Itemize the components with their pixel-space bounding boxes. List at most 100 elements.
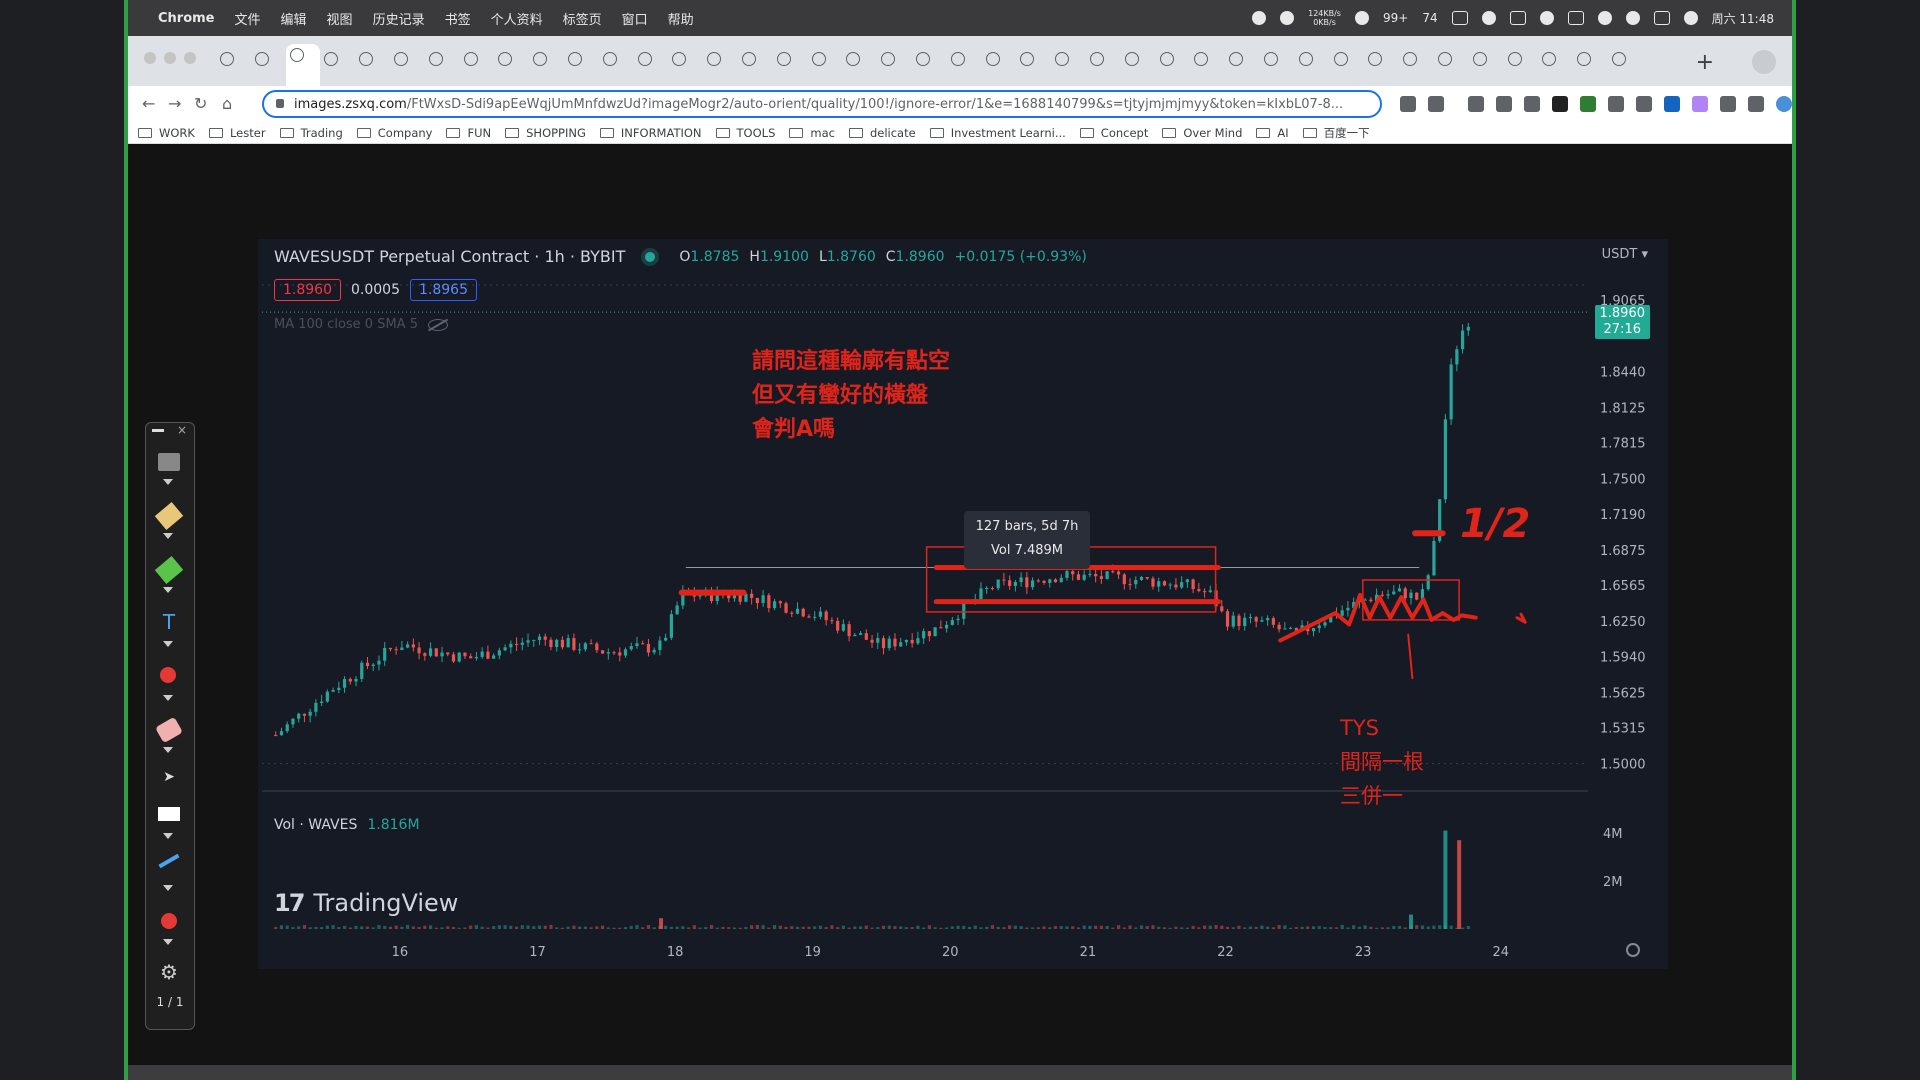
input-method-icon[interactable] xyxy=(1509,11,1526,25)
browser-tab[interactable] xyxy=(1364,48,1386,70)
chevron-down-icon[interactable] xyxy=(163,939,173,945)
extension-icon[interactable] xyxy=(1636,96,1652,112)
buy-price-button[interactable]: 1.8965 xyxy=(410,279,477,301)
menu-tabs[interactable]: 标签页 xyxy=(562,12,602,28)
browser-tab[interactable] xyxy=(1434,48,1456,70)
share-icon[interactable] xyxy=(1400,96,1416,112)
bookmark-item[interactable]: Over Mind xyxy=(1162,126,1242,140)
bookmark-item[interactable]: INFORMATION xyxy=(599,126,702,140)
currency-selector[interactable]: USDT ▾ xyxy=(1601,247,1648,262)
cloud-icon[interactable] xyxy=(1354,11,1369,25)
minimize-toolbar-icon[interactable] xyxy=(152,429,164,432)
pencil-icon[interactable] xyxy=(154,502,184,530)
extension-icon[interactable] xyxy=(1608,96,1624,112)
browser-tab[interactable] xyxy=(1156,48,1178,70)
badge-messages[interactable]: 99+ xyxy=(1382,11,1409,25)
highlighter-icon[interactable] xyxy=(154,556,184,584)
symbol-title[interactable]: WAVESUSDT Perpetual Contract · 1h · BYBI… xyxy=(274,247,626,266)
play-icon[interactable] xyxy=(1481,11,1496,25)
extension-icon[interactable] xyxy=(1580,96,1596,112)
ma-indicator-label[interactable]: MA 100 close 0 SMA 5 xyxy=(274,317,418,332)
browser-tab[interactable] xyxy=(947,48,969,70)
back-button[interactable]: ← xyxy=(142,94,156,113)
forward-button[interactable]: → xyxy=(168,94,182,113)
browser-tab[interactable] xyxy=(390,48,412,70)
browser-tab[interactable] xyxy=(1260,48,1282,70)
badge-wechat[interactable]: 74 xyxy=(1422,11,1438,25)
browser-tab[interactable] xyxy=(1608,48,1630,70)
settings-gear-icon[interactable] xyxy=(1626,943,1640,957)
control-center-icon[interactable] xyxy=(1653,11,1670,25)
browser-tab[interactable] xyxy=(912,48,934,70)
search-icon[interactable] xyxy=(1625,11,1640,25)
browser-tab[interactable] xyxy=(842,48,864,70)
battery-icon[interactable] xyxy=(1567,11,1584,25)
extension-icon[interactable] xyxy=(1692,96,1708,112)
browser-tab[interactable] xyxy=(460,48,482,70)
bookmark-item[interactable]: Lester xyxy=(208,126,266,140)
browser-tab[interactable] xyxy=(599,48,621,70)
browser-tab[interactable] xyxy=(251,48,273,70)
extension-icon[interactable] xyxy=(1468,96,1484,112)
time-machine-icon[interactable] xyxy=(1539,11,1554,25)
tab-search-button[interactable] xyxy=(1752,50,1776,74)
bookmark-item[interactable]: WORK xyxy=(138,126,195,140)
browser-tab[interactable] xyxy=(494,48,516,70)
color-picker-icon[interactable] xyxy=(161,913,177,929)
browser-tab[interactable] xyxy=(320,48,342,70)
menu-app-name[interactable]: Chrome xyxy=(158,10,215,26)
menu-view[interactable]: 视图 xyxy=(326,12,353,28)
bookmark-item[interactable]: 百度一下 xyxy=(1302,125,1370,141)
browser-tab[interactable] xyxy=(668,48,690,70)
bookmark-item[interactable]: AI xyxy=(1256,126,1289,140)
bookmark-item[interactable]: delicate xyxy=(848,126,916,140)
line-tool-icon[interactable] xyxy=(158,853,180,869)
reload-button[interactable]: ↻ xyxy=(194,94,208,113)
siri-icon[interactable] xyxy=(1683,11,1698,25)
bookmark-item[interactable]: Investment Learni... xyxy=(929,126,1066,140)
chevron-down-icon[interactable] xyxy=(163,747,173,753)
menu-help[interactable]: 帮助 xyxy=(667,12,694,28)
bookmark-item[interactable]: SHOPPING xyxy=(505,126,586,140)
pointer-icon[interactable]: ➤ xyxy=(163,769,175,785)
zoom-window-button[interactable] xyxy=(184,52,196,64)
browser-tab[interactable] xyxy=(564,48,586,70)
bookmark-item[interactable]: Company xyxy=(356,126,432,140)
chevron-down-icon[interactable] xyxy=(163,533,173,539)
activity-icon[interactable] xyxy=(1252,11,1267,25)
chevron-down-icon[interactable] xyxy=(163,833,173,839)
lock-icon[interactable] xyxy=(276,99,284,108)
bookmark-item[interactable]: Concept xyxy=(1079,126,1148,140)
browser-tab[interactable] xyxy=(1086,48,1108,70)
close-toolbar-icon[interactable]: × xyxy=(177,423,188,437)
hidden-eye-icon[interactable] xyxy=(427,318,448,331)
browser-tab[interactable] xyxy=(529,48,551,70)
sell-price-button[interactable]: 1.8960 xyxy=(274,279,341,301)
bookmark-item[interactable]: TOOLS xyxy=(715,126,775,140)
browser-tab[interactable] xyxy=(425,48,447,70)
browser-tab[interactable] xyxy=(216,48,238,70)
browser-tab[interactable] xyxy=(1295,48,1317,70)
bookmark-star-icon[interactable] xyxy=(1428,96,1444,112)
chevron-down-icon[interactable] xyxy=(163,695,173,701)
new-tab-button[interactable]: + xyxy=(1695,50,1714,75)
puzzle-icon[interactable] xyxy=(1720,96,1736,112)
browser-tab[interactable] xyxy=(1016,48,1038,70)
eraser-icon[interactable] xyxy=(154,716,184,744)
browser-tab[interactable] xyxy=(1573,48,1595,70)
whiteboard-icon[interactable] xyxy=(158,807,180,821)
chevron-down-icon[interactable] xyxy=(163,479,173,485)
sidepanel-icon[interactable] xyxy=(1748,96,1764,112)
chevron-down-icon[interactable] xyxy=(163,587,173,593)
bookmark-item[interactable]: Trading xyxy=(279,126,343,140)
menu-window[interactable]: 窗口 xyxy=(621,12,648,28)
browser-tab[interactable] xyxy=(1051,48,1073,70)
volume-label[interactable]: Vol · WAVES xyxy=(274,817,358,833)
extension-icon[interactable] xyxy=(1496,96,1512,112)
clock[interactable]: 周六 11:48 xyxy=(1711,11,1774,26)
shape-tool-icon[interactable] xyxy=(160,667,176,683)
menu-history[interactable]: 历史记录 xyxy=(372,12,425,28)
browser-tab[interactable] xyxy=(703,48,725,70)
wifi-icon[interactable] xyxy=(1597,11,1612,25)
bookmark-item[interactable]: FUN xyxy=(446,126,491,140)
